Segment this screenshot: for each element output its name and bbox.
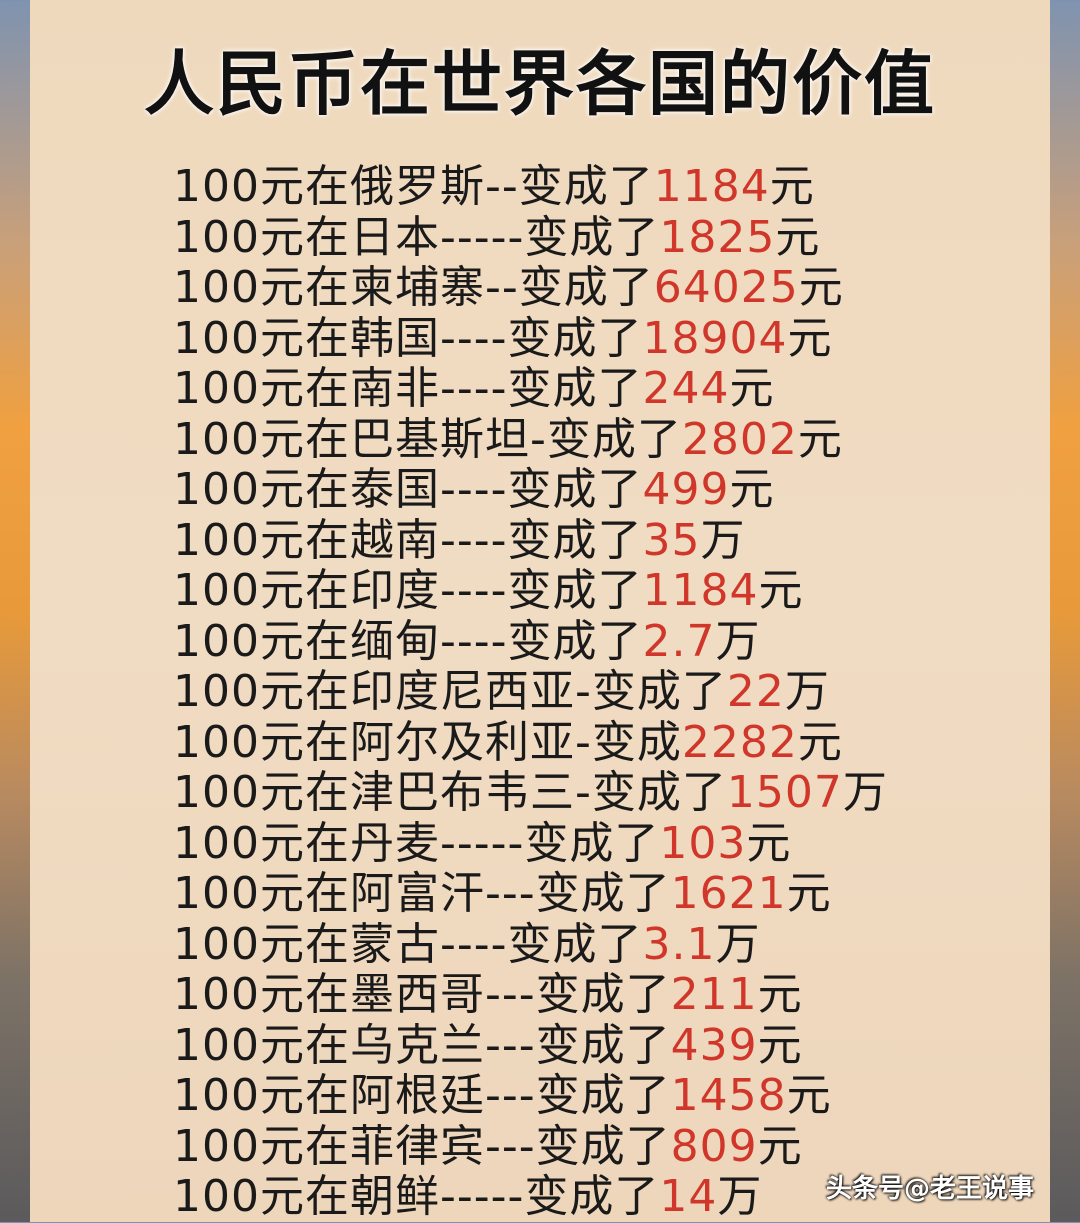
row-unit: 元 bbox=[757, 969, 803, 1020]
row-unit: 元 bbox=[729, 464, 775, 515]
row-unit: 万 bbox=[715, 615, 761, 667]
row-value: 3.1 bbox=[642, 918, 716, 970]
page-title: 人民币在世界各国的价值 bbox=[144, 43, 936, 125]
row-label: 100元在乌克兰---变成了 bbox=[173, 1019, 671, 1071]
row-value: 2.7 bbox=[642, 615, 716, 667]
row-value: 439 bbox=[670, 1019, 758, 1071]
row-label: 100元在缅甸----变成了 bbox=[173, 615, 643, 667]
list-item: 100元在印度----变成了1184元 bbox=[173, 565, 888, 617]
row-value: 14 bbox=[659, 1171, 718, 1222]
row-unit: 元 bbox=[757, 1019, 803, 1071]
list-item: 100元在阿尔及利亚-变成2282元 bbox=[173, 716, 888, 769]
list-item: 100元在蒙古----变成了3.1万 bbox=[173, 918, 888, 971]
row-unit: 元 bbox=[797, 413, 843, 465]
row-label: 100元在墨西哥---变成了 bbox=[173, 969, 671, 1020]
row-label: 100元在泰国----变成了 bbox=[173, 464, 643, 515]
list-item: 100元在俄罗斯--变成了1184元 bbox=[173, 161, 888, 213]
poster-panel: 人民币在世界各国的价值 100元在俄罗斯--变成了1184元 100元在日本---… bbox=[30, 0, 1050, 1222]
row-label: 100元在朝鲜-----变成了 bbox=[173, 1171, 660, 1222]
list-item: 100元在柬埔寨--变成了64025元 bbox=[173, 262, 888, 314]
row-value: 103 bbox=[659, 817, 747, 869]
row-value: 1458 bbox=[670, 1070, 787, 1121]
list-item: 100元在墨西哥---变成了211元 bbox=[173, 969, 888, 1021]
row-label: 100元在丹麦-----变成了 bbox=[173, 817, 660, 869]
list-item: 100元在阿根廷---变成了1458元 bbox=[173, 1070, 888, 1122]
row-label: 100元在阿尔及利亚-变成 bbox=[173, 716, 682, 768]
row-value: 1184 bbox=[653, 161, 770, 212]
row-unit: 万 bbox=[715, 918, 761, 970]
row-label: 100元在阿富汗---变成了 bbox=[173, 868, 671, 919]
list-item: 100元在缅甸----变成了2.7万 bbox=[173, 615, 888, 668]
list-item: 100元在乌克兰---变成了439元 bbox=[173, 1019, 888, 1072]
row-unit: 元 bbox=[786, 868, 832, 919]
row-value: 22 bbox=[726, 666, 785, 717]
row-label: 100元在越南----变成了 bbox=[173, 514, 643, 566]
row-label: 100元在津巴布韦三-变成了 bbox=[173, 767, 727, 818]
list-item: 100元在菲律宾---变成了809元 bbox=[173, 1120, 888, 1173]
list-item: 100元在丹麦-----变成了103元 bbox=[173, 817, 888, 870]
list-item: 100元在津巴布韦三-变成了1507万 bbox=[173, 767, 888, 819]
row-unit: 万 bbox=[842, 767, 888, 818]
list-item: 100元在巴基斯坦-变成了2802元 bbox=[173, 413, 888, 466]
row-value: 211 bbox=[670, 969, 758, 1020]
list-item: 100元在韩国----变成了18904元 bbox=[173, 312, 888, 365]
row-value: 64025 bbox=[653, 262, 799, 313]
list-item: 100元在日本-----变成了1825元 bbox=[173, 211, 888, 264]
row-unit: 元 bbox=[746, 817, 792, 869]
list-item: 100元在阿富汗---变成了1621元 bbox=[173, 868, 888, 920]
row-label: 100元在韩国----变成了 bbox=[173, 312, 643, 364]
list-item: 100元在南非----变成了244元 bbox=[173, 363, 888, 415]
row-label: 100元在菲律宾---变成了 bbox=[173, 1120, 671, 1172]
row-value: 35 bbox=[642, 514, 701, 566]
row-value: 2282 bbox=[681, 716, 798, 768]
list-item: 100元在印度尼西亚-变成了22万 bbox=[173, 666, 888, 718]
row-unit: 元 bbox=[758, 565, 804, 616]
row-label: 100元在印度----变成了 bbox=[173, 565, 643, 616]
row-unit: 元 bbox=[797, 716, 843, 768]
row-label: 100元在阿根廷---变成了 bbox=[173, 1070, 671, 1121]
row-value: 18904 bbox=[642, 312, 788, 364]
row-unit: 万 bbox=[784, 666, 830, 717]
row-label: 100元在柬埔寨--变成了 bbox=[173, 262, 654, 313]
row-unit: 元 bbox=[757, 1120, 803, 1172]
row-unit: 万 bbox=[717, 1171, 763, 1222]
list-item: 100元在越南----变成了35万 bbox=[173, 514, 888, 567]
row-label: 100元在巴基斯坦-变成了 bbox=[173, 413, 682, 465]
row-value: 1621 bbox=[670, 868, 787, 919]
row-unit: 万 bbox=[700, 514, 746, 566]
row-label: 100元在印度尼西亚-变成了 bbox=[173, 666, 727, 717]
list-item: 100元在朝鲜-----变成了14万 bbox=[173, 1171, 888, 1223]
row-label: 100元在南非----变成了 bbox=[173, 363, 643, 414]
row-value: 1184 bbox=[642, 565, 759, 616]
row-label: 100元在蒙古----变成了 bbox=[173, 918, 643, 970]
row-unit: 元 bbox=[769, 161, 815, 212]
row-unit: 元 bbox=[798, 262, 844, 313]
row-value: 1507 bbox=[726, 767, 843, 818]
row-value: 2802 bbox=[681, 413, 798, 465]
row-unit: 元 bbox=[787, 312, 833, 364]
row-value: 499 bbox=[642, 464, 730, 515]
row-label: 100元在俄罗斯--变成了 bbox=[173, 161, 654, 212]
row-unit: 元 bbox=[786, 1070, 832, 1121]
row-label: 100元在日本-----变成了 bbox=[173, 211, 660, 263]
row-value: 244 bbox=[642, 363, 730, 414]
row-unit: 元 bbox=[729, 363, 775, 414]
row-value: 1825 bbox=[659, 211, 776, 263]
list-item: 100元在泰国----变成了499元 bbox=[173, 464, 888, 516]
watermark: 头条号@老王说事 bbox=[826, 1174, 1035, 1204]
exchange-list: 100元在俄罗斯--变成了1184元 100元在日本-----变成了1825元 10… bbox=[173, 161, 888, 1223]
row-unit: 元 bbox=[775, 211, 821, 263]
row-value: 809 bbox=[670, 1120, 758, 1172]
